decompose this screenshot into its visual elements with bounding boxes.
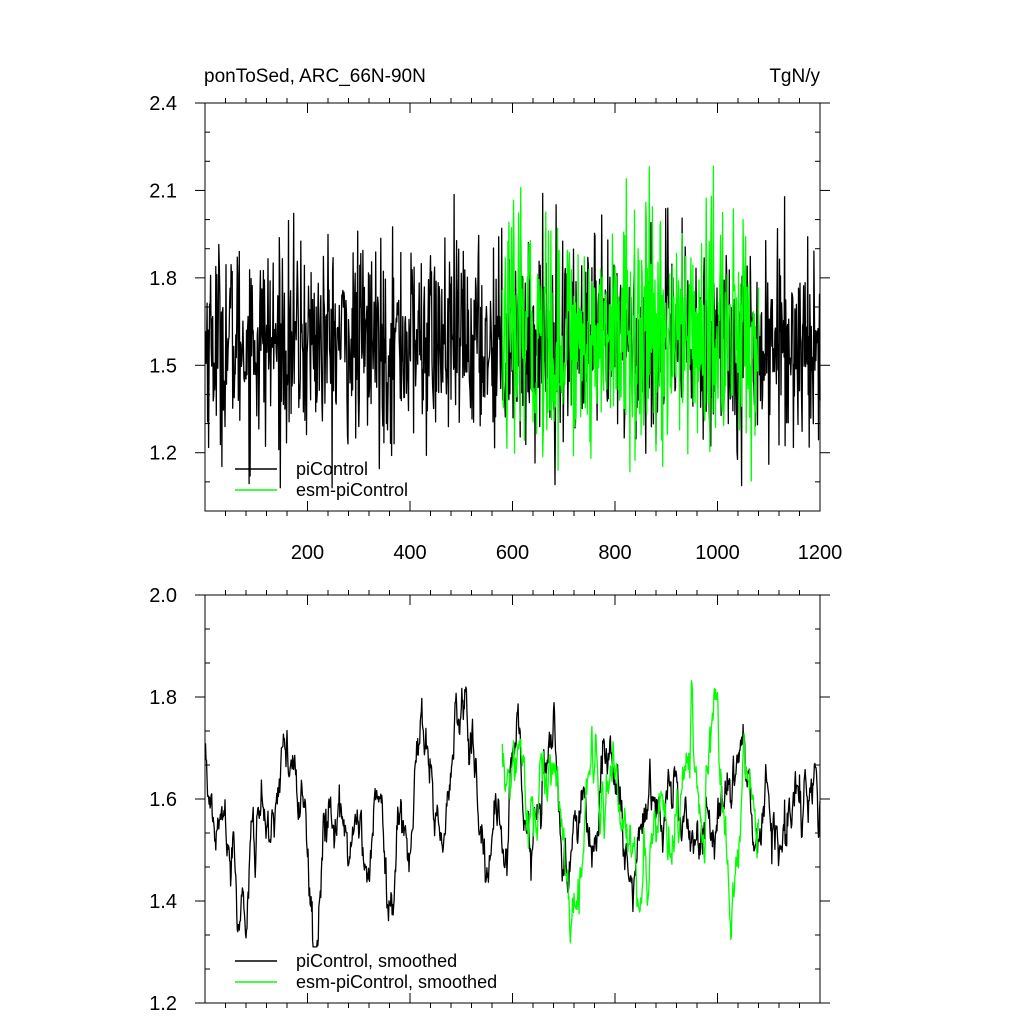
y-tick-label: 2.1 <box>149 180 177 202</box>
y-tick-label: 1.2 <box>149 993 177 1015</box>
series-layer <box>204 165 821 489</box>
series-line-esm-picontrol-smoothed <box>501 680 760 944</box>
legend-label: piControl <box>296 459 368 479</box>
chart-title-right: TgN/y <box>769 66 820 87</box>
x-tick-label: 400 <box>393 542 426 564</box>
bottom-panel: 1.2 1.4 1.6 1.8 2.0 piControl, smoothedesm-p… <box>149 585 830 1015</box>
x-tick-label: 200 <box>291 542 324 564</box>
series-line-picontrol-smoothed <box>204 686 821 948</box>
tick-layer <box>195 590 830 1008</box>
x-tick-label: 600 <box>496 542 529 564</box>
y-tick-label: 1.8 <box>149 687 177 709</box>
legend-label: esm-piControl, smoothed <box>296 972 497 992</box>
x-tick-label: 1200 <box>798 542 843 564</box>
legend-label: esm-piControl <box>296 480 408 500</box>
plot-frame <box>204 594 821 1004</box>
top-panel: ponToSed, ARC_66N-90N TgN/y 1.2 1.5 1.8 2.1… <box>149 66 842 564</box>
tick-layer <box>195 98 830 516</box>
series-line-esm-picontrol <box>501 165 760 482</box>
y-tick-label: 1.8 <box>149 268 177 290</box>
y-tick-label: 1.4 <box>149 891 177 913</box>
x-tick-label: 1000 <box>695 542 740 564</box>
tick-label-layer: 1.2 1.5 1.8 2.1 2.4 200 400 600 800 1000 1200 <box>149 93 842 564</box>
y-tick-label: 2.0 <box>149 585 177 607</box>
series-layer <box>204 680 821 948</box>
y-tick-label: 1.2 <box>149 443 177 465</box>
plot-frame <box>204 102 821 512</box>
y-tick-label: 1.5 <box>149 355 177 377</box>
chart-title-left: ponToSed, ARC_66N-90N <box>204 66 426 87</box>
tick-label-layer: 1.2 1.4 1.6 1.8 2.0 <box>149 585 177 1015</box>
y-tick-label: 2.4 <box>149 93 177 115</box>
y-tick-label: 1.6 <box>149 789 177 811</box>
x-tick-label: 800 <box>598 542 631 564</box>
legend-label: piControl, smoothed <box>296 951 457 971</box>
